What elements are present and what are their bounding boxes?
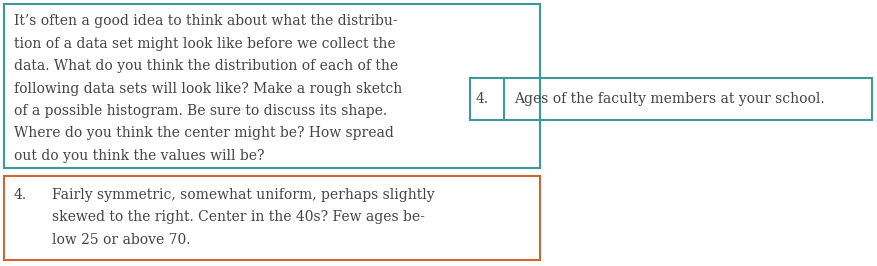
Text: out do you think the values will be?: out do you think the values will be? [14, 149, 264, 163]
Text: 4.: 4. [14, 188, 27, 202]
Text: tion of a data set might look like before we collect the: tion of a data set might look like befor… [14, 36, 396, 51]
Text: skewed to the right. Center in the 40s? Few ages be-: skewed to the right. Center in the 40s? … [52, 210, 424, 225]
Text: of a possible histogram. Be sure to discuss its shape.: of a possible histogram. Be sure to disc… [14, 104, 387, 118]
Text: It’s often a good idea to think about what the distribu-: It’s often a good idea to think about wh… [14, 14, 397, 28]
Text: Fairly symmetric, somewhat uniform, perhaps slightly: Fairly symmetric, somewhat uniform, perh… [52, 188, 434, 202]
Text: low 25 or above 70.: low 25 or above 70. [52, 233, 190, 247]
Text: Ages of the faculty members at your school.: Ages of the faculty members at your scho… [513, 92, 824, 106]
Text: following data sets will look like? Make a rough sketch: following data sets will look like? Make… [14, 81, 402, 95]
Text: 4.: 4. [475, 92, 488, 106]
Text: Where do you think the center might be? How spread: Where do you think the center might be? … [14, 127, 394, 140]
Text: data. What do you think the distribution of each of the: data. What do you think the distribution… [14, 59, 397, 73]
